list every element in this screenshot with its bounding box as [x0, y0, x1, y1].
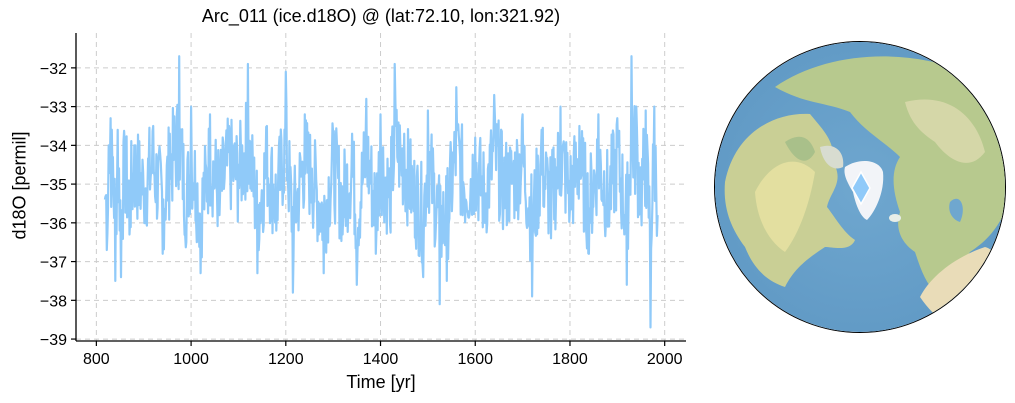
chart-title: Arc_011 (ice.d18O) @ (lat:72.10, lon:321…: [201, 6, 561, 26]
x-tick-label: 2000: [647, 351, 683, 368]
data-series-line: [103, 55, 659, 329]
y-tick-label: −35: [40, 177, 67, 194]
axes: 800 1000 1200 1400 1600 1800 2000 −32 −33 −34 −35 −…: [40, 33, 686, 368]
x-tick-label: 1400: [363, 351, 399, 368]
y-tick-label: −38: [40, 293, 67, 310]
y-tick-label: −39: [40, 332, 67, 349]
y-tick-label: −34: [40, 138, 67, 155]
x-tick-label: 1200: [268, 351, 304, 368]
x-tick-label: 800: [83, 351, 110, 368]
x-axis-label: Time [yr]: [346, 372, 416, 392]
location-map: [714, 41, 1006, 333]
y-tick-label: −36: [40, 216, 67, 233]
x-tick-label: 1800: [552, 351, 588, 368]
globe-map: [715, 42, 1005, 332]
timeseries-plot: 800 1000 1200 1400 1600 1800 2000 −32 −33 −34 −35 −…: [40, 33, 686, 368]
x-tick-label: 1000: [173, 351, 209, 368]
site-marker-diamond: [851, 170, 871, 206]
y-tick-label: −37: [40, 255, 67, 272]
y-tick-label: −33: [40, 100, 67, 117]
x-tick-label: 1600: [457, 351, 493, 368]
y-tick-label: −32: [40, 61, 67, 78]
